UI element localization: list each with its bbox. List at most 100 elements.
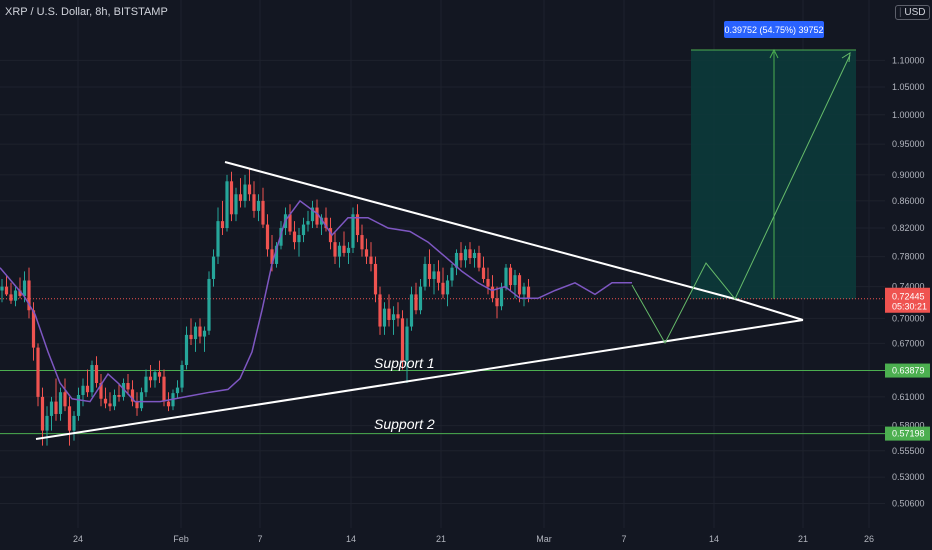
- time-axis[interactable]: 24 Feb 7 14 21 Mar 7 14 21 26: [0, 528, 885, 550]
- candle: [486, 278, 490, 287]
- support-price-tag: [885, 426, 930, 441]
- candle: [301, 224, 306, 236]
- countdown-text: 05:30:21: [892, 302, 927, 312]
- measure-tag-text: 0.39752 (54.75%) 39752: [724, 25, 823, 35]
- price-axis[interactable]: 1.10000 1.05000 1.00000 0.95000 0.90000 0.860…: [885, 0, 932, 550]
- candle: [256, 200, 261, 211]
- candle: [441, 282, 445, 295]
- candle: [148, 376, 153, 381]
- candle: [81, 385, 85, 396]
- candle: [292, 231, 297, 243]
- candle: [76, 395, 81, 416]
- candle: [490, 286, 495, 299]
- candle: [346, 247, 351, 253]
- time-tick: 14: [346, 534, 356, 544]
- candle: [265, 224, 270, 250]
- candle: [400, 318, 405, 361]
- currency-selector[interactable]: | USD: [895, 5, 930, 20]
- candle: [99, 383, 103, 399]
- candle: [351, 214, 355, 248]
- candle: [117, 395, 121, 397]
- candle: [207, 278, 211, 331]
- candle: [247, 184, 252, 195]
- candle: [139, 392, 144, 409]
- ma-line: [0, 199, 632, 403]
- price-tick: 0.74000: [892, 282, 925, 292]
- candle: [409, 294, 414, 327]
- candle: [297, 235, 301, 243]
- candle: [261, 200, 265, 225]
- candle: [175, 387, 180, 394]
- candle: [27, 280, 31, 311]
- chart-title: XRP / U.S. Dollar, 8h, BITSTAMP: [5, 6, 168, 18]
- candle: [180, 365, 184, 388]
- candle: [130, 389, 135, 402]
- candle: [369, 256, 373, 264]
- candle: [31, 310, 36, 348]
- time-tick: 7: [621, 534, 626, 544]
- trendlines: [35, 52, 851, 440]
- support-price-tag: [885, 363, 930, 378]
- candle: [270, 249, 274, 264]
- support-label-2: Support 2: [374, 416, 435, 432]
- candle: [436, 271, 441, 283]
- candle: [477, 252, 481, 268]
- candle: [306, 221, 310, 225]
- time-tick: 26: [864, 534, 874, 544]
- measure-arrow-head: [769, 48, 779, 59]
- time-tick: 14: [709, 534, 719, 544]
- candle: [13, 290, 18, 301]
- candle: [193, 326, 198, 340]
- candle: [238, 194, 243, 201]
- moving-average: [0, 199, 632, 403]
- candle: [373, 263, 378, 295]
- candle: [126, 383, 130, 390]
- price-tick: 1.10000: [892, 55, 925, 65]
- price-tick: 0.67000: [892, 338, 925, 348]
- candle: [4, 286, 9, 295]
- price-tick: 0.78000: [892, 252, 925, 262]
- last-price-tag: [885, 287, 930, 313]
- candle: [0, 286, 4, 291]
- candle: [333, 242, 337, 257]
- time-tick: 21: [436, 534, 446, 544]
- support-price-text: 0.63879: [892, 366, 925, 376]
- candle: [342, 245, 346, 253]
- projection-path: [631, 54, 851, 345]
- horizontal-lines: [0, 298, 885, 435]
- price-axis-bg: [885, 0, 932, 550]
- candle: [508, 267, 513, 286]
- candle: [189, 334, 193, 340]
- candle: [153, 372, 157, 381]
- candle: [459, 252, 463, 261]
- price-tick: 0.61000: [892, 392, 925, 402]
- candle: [49, 401, 54, 416]
- candle: [103, 398, 108, 404]
- candle: [414, 294, 418, 311]
- candle: [274, 245, 279, 264]
- candle: [499, 288, 504, 307]
- currency-label: USD: [904, 7, 926, 18]
- candle: [360, 235, 364, 250]
- candle: [63, 392, 67, 407]
- candle: [243, 184, 247, 201]
- candle: [36, 347, 40, 397]
- candle: [288, 214, 292, 232]
- time-tick: Mar: [536, 534, 552, 544]
- candle: [472, 252, 477, 259]
- projection-arrow-head: [841, 52, 851, 63]
- price-tick: 0.86000: [892, 196, 925, 206]
- price-tick: 0.95000: [892, 139, 925, 149]
- time-tick: 24: [73, 534, 83, 544]
- candle: [184, 334, 189, 366]
- candle: [319, 217, 324, 225]
- candle: [495, 298, 499, 307]
- price-tick: 0.82000: [892, 223, 925, 233]
- candle: [157, 372, 162, 377]
- candle: [234, 194, 238, 215]
- price-tick: 1.00000: [892, 110, 925, 120]
- candle: [364, 249, 369, 257]
- candle: [513, 275, 517, 286]
- support-label-1: Support 1: [374, 355, 435, 371]
